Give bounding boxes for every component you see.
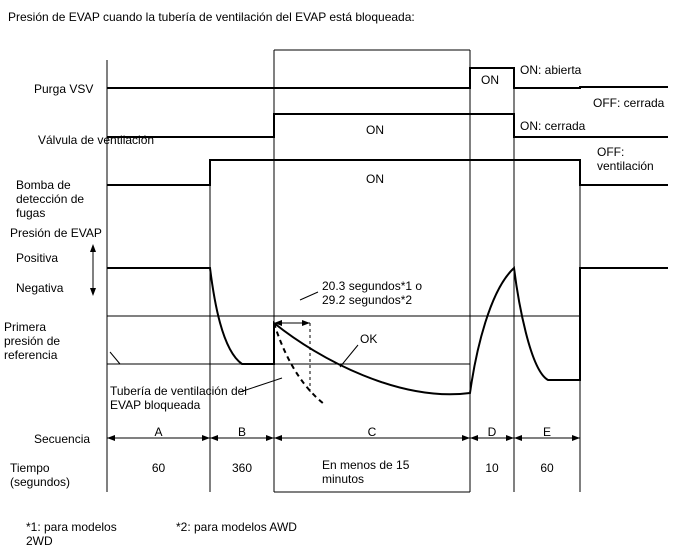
seq-arrow <box>107 435 115 441</box>
on-cerrada-label: ON: cerrada <box>520 119 586 133</box>
footnote-1-line-2: 2WD <box>26 534 53 548</box>
time-label-2: (segundos) <box>10 475 71 489</box>
row-label-valvula: Válvula de ventilación <box>38 133 155 147</box>
ok-leader <box>339 344 359 368</box>
diagram-title: Presión de EVAP cuando la tubería de ven… <box>8 10 415 24</box>
sequence-label: Secuencia <box>34 432 91 446</box>
seq-arrow <box>266 435 274 441</box>
purga-on-label: ON <box>481 73 499 87</box>
seq-arrow <box>506 435 514 441</box>
bracket-arrow-left <box>274 320 282 326</box>
row-label-purga: Purga VSV <box>34 82 94 96</box>
footnote-2: *2: para modelos AWD <box>176 520 297 534</box>
off-cerrada-label: OFF: cerrada <box>593 96 665 110</box>
valvula-on-label: ON <box>366 123 384 137</box>
blocked-label-2: EVAP bloqueada <box>110 398 201 412</box>
sequence-step-d: D <box>487 425 497 439</box>
time-value-c-2: minutos <box>322 472 365 486</box>
row-label-bomba-2: detección de <box>16 192 85 206</box>
time-annotation-1: 20.3 segundos*1 o <box>322 279 423 293</box>
time-label-1: Tiempo <box>10 461 50 475</box>
sequence-step-c: C <box>367 425 377 439</box>
blocked-leader <box>239 377 283 393</box>
blocked-label-1: Tubería de ventilación del <box>110 384 247 398</box>
row-label-positiva: Positiva <box>16 251 59 265</box>
sequence-step-b: B <box>237 425 246 439</box>
seq-arrow <box>572 435 580 441</box>
off-label: OFF: <box>597 145 625 159</box>
time-value-c-1: En menos de 15 <box>322 458 410 472</box>
seq-arrow <box>514 435 522 441</box>
row-label-bomba-1: Bomba de <box>16 178 71 192</box>
ref-leader <box>109 351 121 365</box>
row-label-ref-3: referencia <box>4 348 58 362</box>
time-value-d: 10 <box>485 461 499 475</box>
ventilacion-label: ventilación <box>597 159 654 173</box>
sequence-step-a: A <box>154 425 163 439</box>
time-value-b: 360 <box>231 461 253 475</box>
purga-vsv-signal <box>107 67 668 89</box>
seq-arrow <box>462 435 470 441</box>
row-label-presion: Presión de EVAP <box>10 226 102 240</box>
seq-arrow <box>210 435 218 441</box>
seq-arrow <box>202 435 210 441</box>
time-value-e: 60 <box>540 461 554 475</box>
bomba-on-label: ON <box>366 172 384 186</box>
pressure-trace <box>107 265 668 396</box>
ok-label: OK <box>360 332 378 346</box>
seq-arrow <box>470 435 478 441</box>
bomba-signal <box>107 159 668 186</box>
seq-arrow <box>274 435 282 441</box>
axis-arrow-down <box>90 288 96 296</box>
bracket-arrow-right <box>302 320 310 326</box>
time-annotation-2: 29.2 segundos*2 <box>322 293 413 307</box>
row-label-negativa: Negativa <box>16 281 64 295</box>
blocked-trace <box>273 322 325 405</box>
row-label-ref-1: Primera <box>4 320 47 334</box>
valvula-signal <box>107 113 580 138</box>
time-value-a: 60 <box>151 461 166 475</box>
time-leader <box>299 291 319 301</box>
axis-arrow-up <box>90 244 96 252</box>
footnote-1-line-1: *1: para modelos <box>26 520 117 534</box>
on-abierta-label: ON: abierta <box>520 63 582 77</box>
row-label-bomba-3: fugas <box>16 206 46 220</box>
row-label-ref-2: presión de <box>4 334 61 348</box>
sequence-step-e: E <box>542 425 551 439</box>
